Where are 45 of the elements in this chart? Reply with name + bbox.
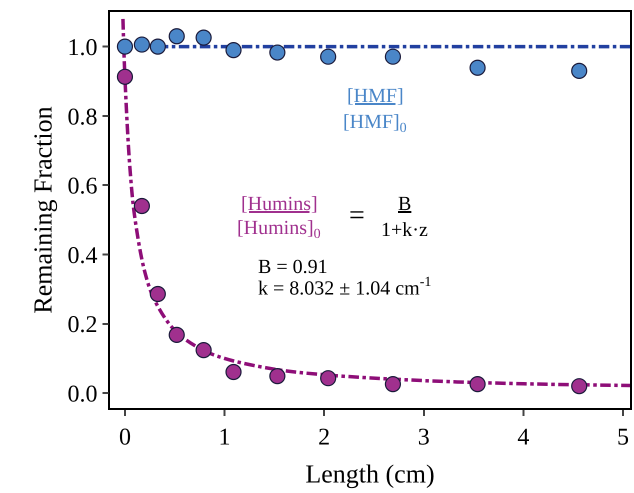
annotation: [HMF]$_{0}$ (343, 111, 407, 136)
y-tick-label: 0.6 (67, 174, 98, 200)
point (196, 30, 212, 46)
x-axis-title: Length (cm) (305, 460, 435, 489)
y-axis-title: Remaining Fraction (28, 106, 58, 314)
point (196, 342, 212, 358)
y-tick-label: 0.0 (67, 382, 98, 408)
annotation: = (349, 200, 365, 231)
annotation: k = 8.032 ± 1.04 cm$^{-1}$ (258, 275, 432, 300)
point (116, 68, 134, 85)
point (150, 286, 166, 302)
point (384, 376, 402, 392)
point (134, 36, 150, 53)
x-tick-label: 5 (617, 424, 630, 451)
point (116, 38, 134, 55)
annotation: 1+k·z (381, 219, 428, 241)
x-tick-label: 4 (517, 424, 530, 451)
y-tick-label: 0.8 (67, 104, 98, 130)
x-tick-label: 0 (118, 424, 131, 451)
point (134, 198, 150, 214)
point (320, 48, 336, 65)
point (469, 376, 486, 392)
point (225, 42, 242, 58)
point (320, 370, 336, 386)
point (469, 60, 486, 76)
x-tick-label: 1 (218, 424, 231, 451)
y-tick-label: 1.0 (67, 35, 98, 62)
annotation: [Humins]$_{0}$ (237, 217, 321, 242)
point (168, 326, 185, 343)
point (168, 28, 185, 44)
x-tick-label: 3 (418, 424, 430, 451)
point (269, 44, 286, 61)
point (384, 48, 402, 65)
point (225, 364, 242, 380)
point (571, 378, 588, 394)
point (269, 368, 286, 384)
annotation: [Humins] (241, 193, 318, 215)
y-tick-label: 0.4 (67, 242, 98, 269)
annotation: [HMF] (347, 85, 404, 107)
point (150, 38, 166, 55)
point (571, 62, 588, 79)
annotation: B = 0.91 (258, 256, 328, 278)
x-tick-label: 2 (318, 424, 330, 451)
y-tick-label: 0.2 (67, 312, 98, 338)
annotation: B (398, 193, 412, 215)
